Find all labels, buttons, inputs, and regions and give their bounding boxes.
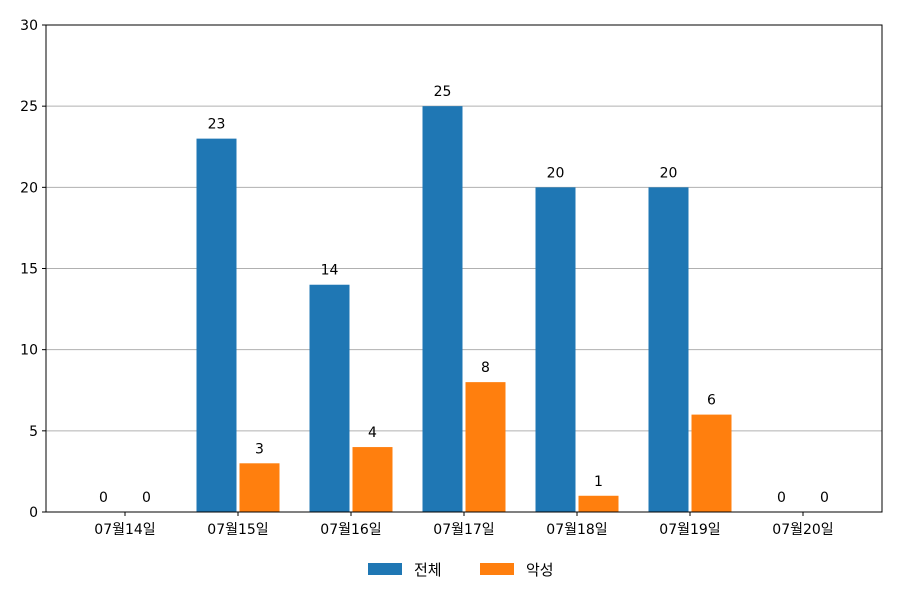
bar-악성-07월18일 xyxy=(578,495,619,512)
data-label: 20 xyxy=(547,165,565,181)
x-tick-label: 07월17일 xyxy=(433,522,494,538)
bar-전체-07월15일 xyxy=(196,138,237,512)
data-label: 6 xyxy=(707,393,716,409)
bar-전체-07월16일 xyxy=(309,284,350,512)
data-label: 0 xyxy=(99,490,108,506)
y-axis-ticks: 0 5 10 15 20 25 30 xyxy=(20,18,46,521)
data-label: 1 xyxy=(594,474,603,490)
bar-악성-07월15일 xyxy=(239,463,280,512)
data-label: 0 xyxy=(777,490,786,506)
data-label: 23 xyxy=(208,117,226,133)
x-tick-label: 07월16일 xyxy=(320,522,381,538)
y-tick-label: 5 xyxy=(29,424,38,440)
legend: 전체 악성 xyxy=(368,561,554,579)
legend-label: 악성 xyxy=(526,561,554,579)
data-label: 8 xyxy=(481,360,490,376)
y-tick-label: 25 xyxy=(20,99,38,115)
data-label: 14 xyxy=(321,263,339,279)
bar-악성-07월17일 xyxy=(465,382,506,512)
data-label: 25 xyxy=(434,84,452,100)
y-tick-label: 15 xyxy=(20,262,38,278)
bar-악성-07월19일 xyxy=(691,414,732,512)
x-axis-ticks: 07월14일 07월15일 07월16일 07월17일 07월18일 07월19일 07월2… xyxy=(94,512,834,538)
y-tick-label: 10 xyxy=(20,343,38,359)
bars xyxy=(196,106,732,513)
data-labels: 0 0 23 3 14 4 25 8 20 1 20 6 0 0 xyxy=(99,84,829,506)
y-tick-label: 30 xyxy=(20,18,38,34)
gridlines xyxy=(46,105,882,432)
data-label: 0 xyxy=(820,490,829,506)
x-tick-label: 07월20일 xyxy=(772,522,833,538)
legend-swatch-전체 xyxy=(368,563,402,575)
y-tick-label: 0 xyxy=(29,505,38,521)
x-tick-label: 07월18일 xyxy=(546,522,607,538)
legend-label: 전체 xyxy=(414,561,442,579)
bar-전체-07월18일 xyxy=(535,187,576,513)
bar-전체-07월17일 xyxy=(422,106,463,513)
y-tick-label: 20 xyxy=(20,180,38,196)
data-label: 4 xyxy=(368,425,377,441)
data-label: 0 xyxy=(142,490,151,506)
x-tick-label: 07월14일 xyxy=(94,522,155,538)
bar-전체-07월19일 xyxy=(648,187,689,513)
x-tick-label: 07월19일 xyxy=(659,522,720,538)
legend-swatch-악성 xyxy=(480,563,514,575)
data-label: 20 xyxy=(660,165,678,181)
x-tick-label: 07월15일 xyxy=(207,522,268,538)
data-label: 3 xyxy=(255,441,264,457)
bar-악성-07월16일 xyxy=(352,447,393,512)
